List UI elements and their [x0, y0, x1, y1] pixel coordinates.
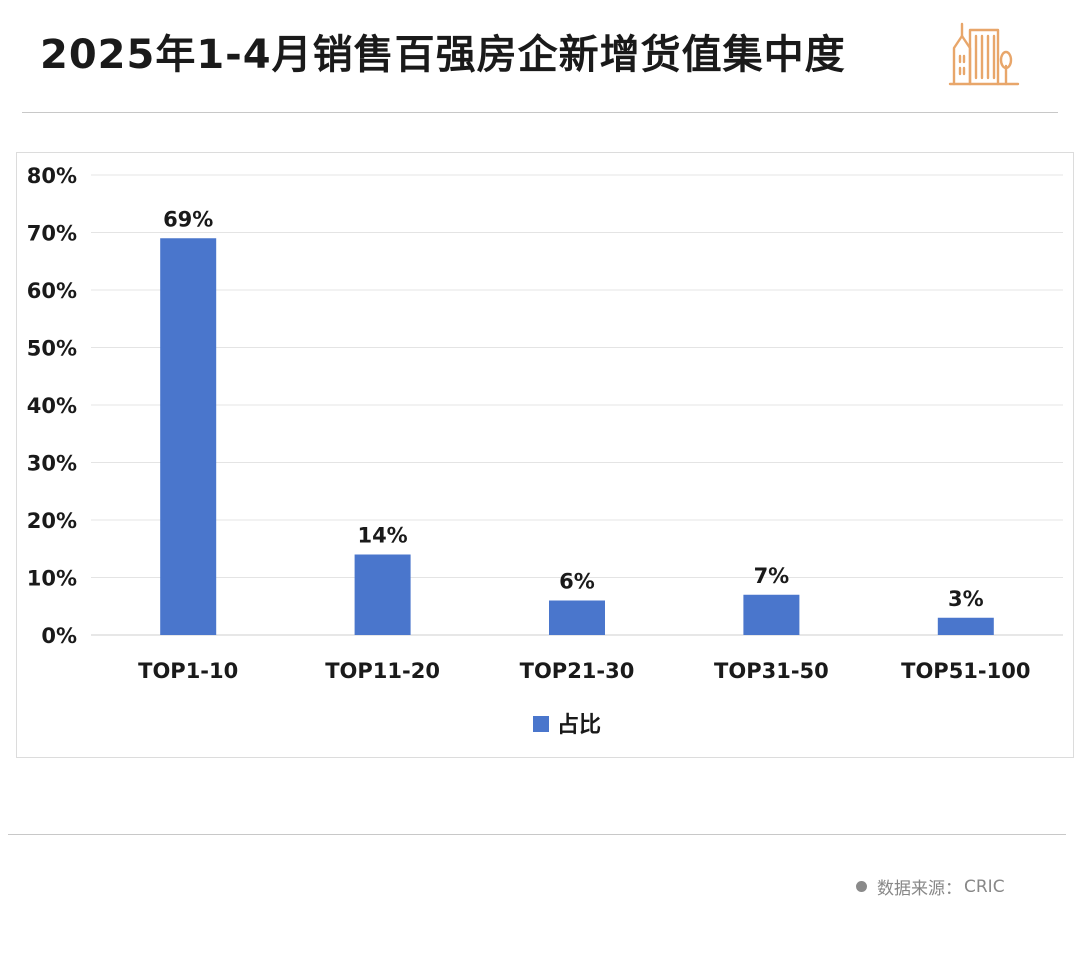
bullet-dot-icon — [856, 881, 867, 892]
y-tick-label: 70% — [27, 222, 77, 246]
y-tick-label: 30% — [27, 452, 77, 476]
legend-label: 占比 — [557, 713, 601, 738]
y-tick-label: 20% — [27, 509, 77, 533]
bar-chart: 0% 10% 20% 30% 40% 50% 60% 70% 80% 69% TOP1-10 14% T… — [27, 164, 1063, 738]
source-note: 数据来源： CRIC — [856, 874, 1005, 899]
bar — [354, 554, 411, 635]
title-divider — [22, 112, 1058, 113]
data-label: 69% — [163, 207, 213, 231]
page-title: 2025年1-4月销售百强房企新增货值集中度 — [40, 32, 846, 78]
legend-swatch — [533, 716, 549, 732]
x-tick-label: TOP31-50 — [714, 659, 829, 683]
x-tick-label: TOP21-30 — [520, 659, 635, 683]
y-tick-label: 50% — [27, 337, 77, 361]
source-label: 数据来源： — [877, 879, 962, 899]
data-label: 6% — [559, 570, 595, 594]
y-tick-label: 80% — [27, 164, 77, 188]
y-tick-label: 10% — [27, 567, 77, 591]
x-tick-label: TOP51-100 — [901, 659, 1030, 683]
y-tick-label: 60% — [27, 279, 77, 303]
data-label: 7% — [754, 564, 790, 588]
y-tick-label: 0% — [41, 624, 77, 648]
x-tick-label: TOP11-20 — [325, 659, 440, 683]
source-value: CRIC — [964, 876, 1005, 897]
chart-frame: 0% 10% 20% 30% 40% 50% 60% 70% 80% 69% TOP1-10 14% T… — [16, 152, 1074, 758]
footer-divider — [8, 834, 1066, 835]
buildings-icon — [948, 22, 1020, 86]
x-tick-label: TOP1-10 — [138, 659, 238, 683]
bar — [743, 594, 800, 635]
y-tick-label: 40% — [27, 394, 77, 418]
bar — [549, 600, 605, 635]
bar — [937, 617, 994, 635]
bar — [160, 238, 217, 635]
data-label: 14% — [357, 524, 407, 548]
data-label: 3% — [948, 587, 984, 611]
